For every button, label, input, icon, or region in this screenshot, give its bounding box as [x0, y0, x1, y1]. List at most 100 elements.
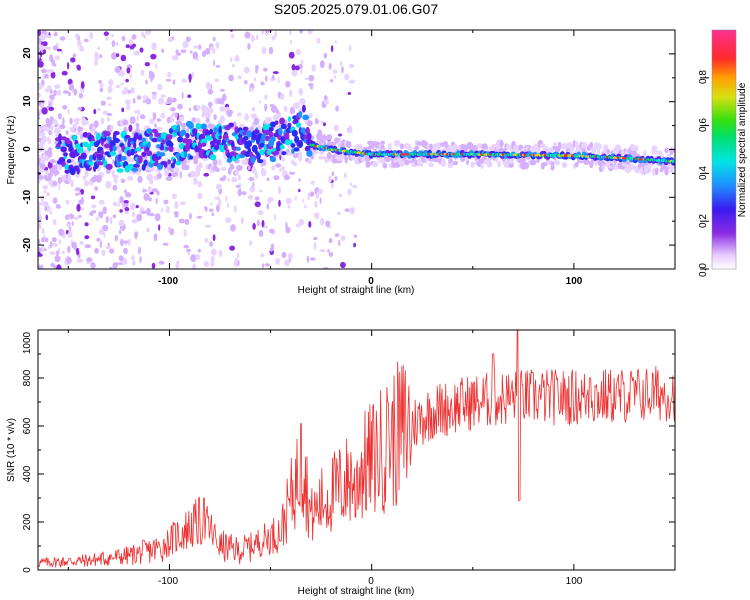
spectrogram-noise-mark: [256, 219, 260, 227]
spectrogram-noise-mark: [172, 79, 176, 85]
spectrogram-noise-mark: [103, 31, 110, 36]
spectrogram-noise-mark: [204, 206, 207, 210]
spectrogram-noise-mark: [298, 87, 303, 96]
spectrogram-halo-mark: [57, 176, 62, 184]
spectrogram-halo-mark: [135, 122, 140, 129]
spectrogram-noise-mark: [131, 218, 138, 224]
spectrogram-noise-mark: [328, 252, 334, 257]
spectrogram-noise-mark: [84, 244, 92, 249]
spectrogram-ridge-mark: [120, 155, 127, 161]
figure-title: S205.2025.079.01.06.G07: [274, 1, 438, 17]
spectrogram-halo-mark: [452, 160, 459, 166]
spectrogram-halo-mark: [630, 163, 635, 170]
spectrogram-halo-mark: [358, 144, 363, 149]
spectrogram-noise-mark: [51, 242, 58, 247]
spectrogram-ridge-mark: [143, 159, 148, 166]
spectrogram-noise-mark: [261, 30, 265, 35]
spectrogram-halo-mark: [295, 102, 300, 110]
spectrogram-noise-mark: [210, 261, 215, 267]
spectrogram-halo-mark: [664, 167, 669, 176]
spectrogram-ridge-mark: [181, 129, 187, 136]
spectrogram-noise-mark: [203, 261, 210, 267]
spectrogram-noise-mark: [38, 253, 43, 257]
spectrogram-noise-mark: [49, 210, 53, 215]
spectrogram-noise-mark: [137, 175, 143, 184]
spectrogram-ridge-mark: [297, 140, 304, 148]
spectrogram-noise-mark: [234, 257, 239, 263]
spectrogram-noise-mark: [44, 205, 48, 212]
spectrogram-halo-mark: [251, 166, 257, 174]
spectrogram-halo-mark: [82, 175, 86, 181]
spectrogram-noise-mark: [48, 244, 51, 250]
spectrogram-ridge-mark: [172, 124, 178, 130]
spectrogram-noise-mark: [214, 196, 221, 200]
spectrogram-ridge-mark: [183, 151, 188, 158]
spectrogram-noise-mark: [220, 88, 225, 92]
spectrogram-halo-mark: [175, 120, 182, 125]
spectrogram-halo-mark: [399, 143, 405, 150]
spectrogram-noise-mark: [118, 262, 124, 265]
spectrogram-noise-mark: [145, 98, 152, 105]
spectrogram-halo-mark: [182, 164, 190, 171]
spectrogram-ridge-mark: [104, 143, 111, 149]
spectrogram-noise-mark: [77, 106, 83, 111]
spectrogram-ticks: [38, 29, 676, 270]
spectrogram-halo-mark: [655, 167, 659, 176]
spectrogram-halo-mark: [419, 162, 424, 167]
spectrogram-noise-mark: [41, 130, 46, 139]
spectrogram-noise-mark: [71, 241, 77, 249]
spectrogram-noise-mark: [268, 228, 275, 234]
spectrogram-noise-mark: [49, 54, 54, 62]
spectrogram-noise-mark: [59, 36, 66, 41]
spectrogram-ridge-mark: [307, 132, 312, 140]
spectrogram-ridge-mark: [265, 135, 270, 141]
spectrogram-noise-mark: [111, 52, 117, 60]
spectrogram-halo-mark: [207, 107, 214, 114]
spectrogram-noise-mark: [146, 227, 150, 233]
spectrogram-halo-mark: [497, 160, 501, 168]
spectrogram-ridge-mark: [280, 123, 287, 130]
spectrogram-noise-mark: [232, 63, 235, 68]
spectrogram-ridge-mark: [135, 147, 142, 152]
spectrogram-noise-mark: [231, 176, 238, 183]
spectrogram-noise-mark: [275, 109, 279, 114]
snr-background: [38, 330, 675, 570]
spectrogram-noise-mark: [102, 110, 109, 115]
spectrogram-noise-mark: [75, 192, 79, 196]
spectrogram-noise-mark: [287, 252, 293, 260]
spectrogram-ridge-mark: [168, 142, 174, 147]
spectrogram-noise-mark: [172, 55, 179, 61]
bot-yaxis-label: SNR (10 * v/v): [6, 418, 17, 482]
spectrogram-halo-mark: [250, 113, 258, 119]
spectrogram-noise-mark: [62, 90, 70, 94]
spectrogram-noise-mark: [264, 75, 268, 82]
spectrogram-halo-mark: [379, 158, 386, 164]
colorbar-tick-0: 0.0: [698, 263, 709, 277]
spectrogram-ridge-mark: [218, 125, 222, 134]
spectrogram-noise-mark: [298, 218, 305, 226]
spectrogram-noise-mark: [105, 245, 112, 249]
spectrogram-noise-mark: [284, 259, 290, 267]
spectrogram-noise-mark: [317, 188, 323, 195]
spectrogram-halo-mark: [229, 164, 235, 170]
spectrogram-noise-mark: [344, 73, 350, 81]
spectrogram-noise-mark: [61, 50, 64, 55]
spectrogram-noise-mark: [291, 64, 296, 71]
spectrogram-noise-mark: [214, 78, 219, 82]
spectrogram-noise-mark: [261, 263, 265, 269]
spectrogram-noise-mark: [348, 79, 355, 84]
spectrogram-noise-mark: [62, 117, 65, 126]
top-ytick-m20: -20: [22, 237, 33, 252]
spectrogram-noise-mark: [244, 31, 251, 39]
spectrogram-noise-mark: [169, 228, 175, 236]
spectrogram-noise-mark: [336, 211, 341, 215]
spectrogram-halo-mark: [499, 139, 504, 148]
spectrogram-noise-mark: [323, 52, 328, 59]
spectrogram-noise-mark: [261, 46, 267, 55]
spectrogram-ridge-mark: [133, 132, 140, 140]
spectrogram-halo-mark: [219, 115, 226, 124]
spectrogram-noise-mark: [99, 240, 103, 248]
spectrogram-halo-mark: [80, 134, 84, 140]
spectrogram-noise-mark: [141, 31, 144, 38]
spectrogram-halo-mark: [508, 162, 514, 168]
